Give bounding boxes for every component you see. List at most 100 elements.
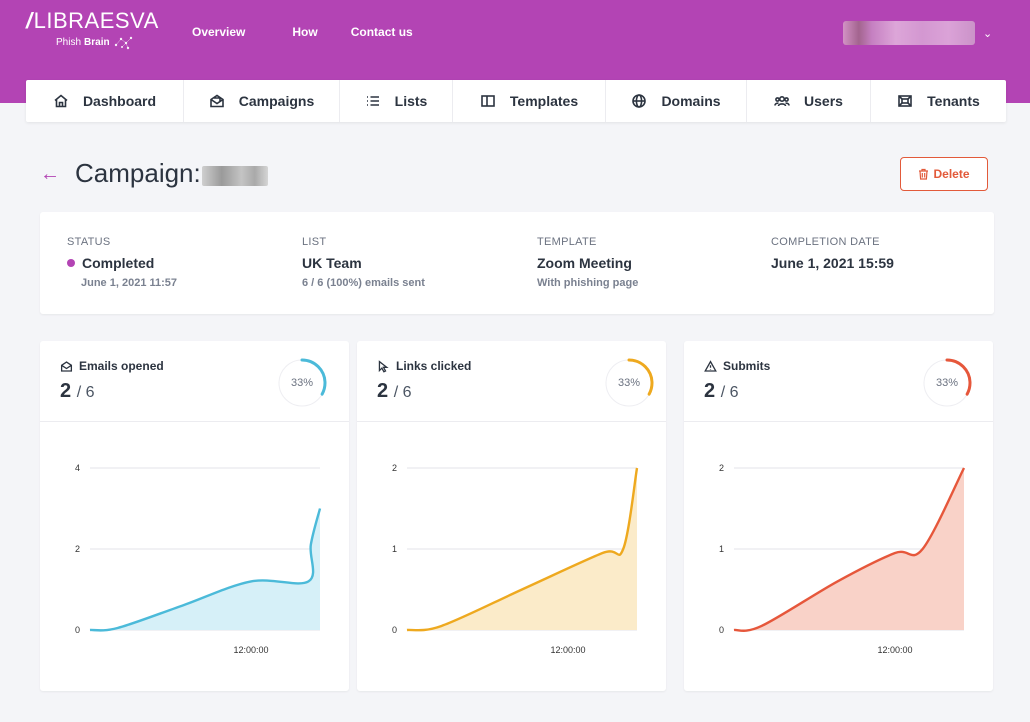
stat-card-submits: Submits 2 / 6 33% 0 1 2 12:00:00 (684, 341, 993, 691)
page-title: Campaign: (75, 158, 201, 188)
tab-label: Tenants (927, 93, 980, 109)
tab-tenants[interactable]: Tenants (871, 80, 1006, 122)
stat-count: 2 / 6 (60, 380, 94, 403)
stat-header: Submits 2 / 6 33% (684, 341, 993, 422)
stat-total: / 6 (76, 384, 95, 401)
network-icon (114, 36, 132, 50)
stat-count: 2 / 6 (377, 380, 411, 403)
nav-contact-us[interactable]: Contact us (350, 25, 413, 39)
completion-label: COMPLETION DATE (771, 236, 880, 248)
progress-ring-svg (922, 358, 972, 408)
home-icon (54, 94, 68, 108)
user-menu[interactable]: ⌄ (843, 21, 992, 45)
tab-campaigns[interactable]: Campaigns (184, 80, 340, 122)
percent-ring: 33% (603, 357, 655, 409)
stat-total: / 6 (720, 384, 739, 401)
ring-arc (604, 358, 654, 408)
delete-label: Delete (933, 167, 970, 181)
columns-icon (481, 95, 495, 107)
percent-label: 33% (935, 377, 959, 389)
status-column: STATUS Completed June 1, 2021 11:57 (67, 236, 177, 289)
stat-title-text: Emails opened (79, 359, 164, 373)
x-tick-label: 12:00:00 (550, 645, 585, 655)
mail-open-icon (60, 360, 73, 372)
status-date: June 1, 2021 11:57 (81, 277, 178, 289)
stat-title: Emails opened (60, 359, 164, 373)
chevron-down-icon: ⌄ (983, 27, 993, 40)
list-emails-sent: 6 / 6 (100%) emails sent (302, 277, 425, 289)
stat-total: / 6 (393, 384, 412, 401)
mail-open-icon (209, 94, 224, 108)
area-fill (407, 468, 637, 631)
list-column: LIST UK Team 6 / 6 (100%) emails sent (302, 236, 425, 289)
logo-sub-brain: Brain (84, 36, 110, 48)
campaign-name-redacted (202, 166, 268, 186)
y-tick-label: 0 (392, 625, 397, 635)
stat-title: Links clicked (377, 359, 471, 373)
progress-ring-svg (604, 358, 654, 408)
tab-label: Users (804, 93, 843, 109)
template-sub: With phishing page (537, 277, 639, 289)
tab-templates[interactable]: Templates (453, 80, 606, 122)
tab-dashboard[interactable]: Dashboard (26, 80, 184, 122)
tab-lists[interactable]: Lists (340, 80, 453, 122)
stat-title-text: Links clicked (396, 359, 472, 373)
stat-value: 2 (60, 380, 72, 402)
tab-label: Dashboard (82, 93, 157, 109)
list-value[interactable]: UK Team (302, 255, 362, 271)
list-label: LIST (302, 236, 327, 248)
template-label: TEMPLATE (537, 236, 597, 248)
tab-label: Templates (509, 93, 579, 109)
stat-value: 2 (377, 380, 389, 402)
stat-card-emails-opened: Emails opened 2 / 6 33% 0 2 4 12:00:00 (40, 341, 349, 691)
percent-label: 33% (290, 377, 314, 389)
progress-ring-svg (277, 358, 327, 408)
logo-text: LIBRAESVA (33, 8, 159, 33)
ring-arc (277, 358, 327, 408)
percent-ring: 33% (276, 357, 328, 409)
cursor-icon (378, 359, 389, 373)
y-tick-label: 4 (75, 463, 80, 473)
y-tick-label: 1 (392, 544, 397, 554)
emails-opened-chart: 0 2 4 12:00:00 (75, 463, 322, 655)
area-fill (734, 468, 964, 631)
template-value[interactable]: Zoom Meeting (537, 255, 632, 271)
stat-title: Submits (704, 359, 770, 373)
x-tick-label: 12:00:00 (877, 645, 912, 655)
tab-users[interactable]: Users (747, 80, 871, 122)
y-tick-label: 1 (719, 544, 724, 554)
completion-value: June 1, 2021 15:59 (771, 255, 894, 271)
stat-title-text: Submits (723, 359, 771, 373)
tab-domains[interactable]: Domains (606, 80, 747, 122)
y-tick-label: 2 (719, 463, 724, 473)
stat-count: 2 / 6 (704, 380, 738, 403)
status-dot (67, 259, 75, 267)
warning-icon (704, 359, 717, 372)
tab-label: Lists (394, 93, 428, 109)
completion-column: COMPLETION DATE June 1, 2021 15:59 (771, 236, 894, 271)
template-column: TEMPLATE Zoom Meeting With phishing page (537, 236, 638, 289)
tab-label: Domains (661, 93, 721, 109)
globe-icon (632, 94, 647, 108)
back-arrow-icon[interactable]: ← (40, 163, 60, 185)
stat-value: 2 (704, 380, 716, 402)
user-name-redacted (843, 21, 975, 45)
tab-label: Campaigns (238, 93, 315, 109)
logo-sub-phish: Phish (56, 36, 82, 48)
percent-ring: 33% (921, 357, 973, 409)
main-tabbar: Dashboard Campaigns Lists Templates Doma… (26, 80, 1006, 122)
trash-icon (919, 168, 929, 180)
nav-how[interactable]: How (292, 25, 318, 39)
list-icon (366, 96, 379, 106)
nav-overview[interactable]: Overview (192, 25, 246, 39)
percent-label: 33% (617, 377, 641, 389)
libraesva-logo[interactable]: /LIBRAESVA Phish Brain (26, 10, 159, 50)
top-nav: Overview How Contact us (192, 25, 460, 39)
x-tick-label: 12:00:00 (233, 645, 268, 655)
area-fill (90, 508, 320, 631)
status-value: Completed (67, 255, 177, 271)
submits-chart: 0 1 2 12:00:00 (719, 463, 966, 655)
stat-header: Links clicked 2 / 6 33% (357, 341, 666, 422)
delete-button[interactable]: Delete (900, 157, 988, 191)
tenants-icon (898, 95, 912, 107)
